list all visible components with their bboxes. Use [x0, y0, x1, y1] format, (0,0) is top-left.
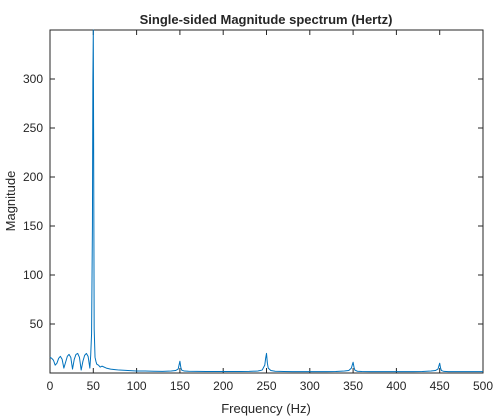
y-tick-label: 100	[23, 268, 43, 282]
plot-area: 0 50 100 150 200 250 300 350 400 450 500 50 100 150 2…	[23, 29, 493, 393]
y-tick-label: 150	[23, 219, 43, 233]
x-tick-label: 200	[213, 379, 233, 393]
x-tick-label: 300	[300, 379, 320, 393]
y-tick-label: 250	[23, 121, 43, 135]
x-tick-label: 50	[87, 379, 101, 393]
x-tick-label: 150	[170, 379, 190, 393]
y-axis-label: Magnitude	[3, 171, 18, 232]
chart-title: Single-sided Magnitude spectrum (Hertz)	[140, 12, 393, 27]
series-line	[49, 29, 483, 373]
y-tick-label: 300	[23, 72, 43, 86]
x-axis-ticks: 0 50 100 150 200 250 300 350 400 450 500	[47, 30, 493, 393]
y-tick-label: 50	[30, 317, 44, 331]
x-tick-label: 0	[47, 379, 54, 393]
x-tick-label: 250	[256, 379, 276, 393]
x-tick-label: 100	[127, 379, 147, 393]
y-tick-label: 200	[23, 170, 43, 184]
axes-box	[49, 29, 484, 374]
x-tick-label: 350	[343, 379, 363, 393]
x-tick-label: 450	[430, 379, 450, 393]
y-axis-ticks: 50 100 150 200 250 300	[23, 72, 483, 331]
x-axis-label: Frequency (Hz)	[221, 401, 311, 416]
x-tick-label: 500	[473, 379, 493, 393]
x-tick-label: 400	[386, 379, 406, 393]
